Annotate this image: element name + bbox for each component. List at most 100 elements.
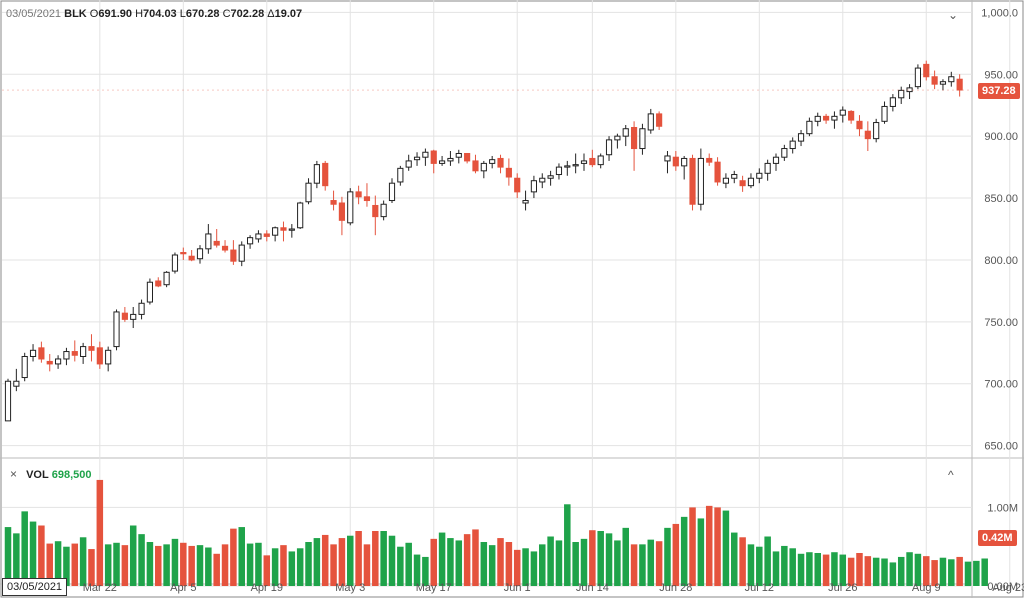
volume-bar [54, 541, 62, 586]
candle-body [580, 160, 588, 164]
candle-body [856, 120, 863, 130]
change-label: Δ [267, 8, 275, 20]
candle-body [889, 97, 896, 107]
volume-bar [639, 544, 646, 586]
volume-tick-label: 1.00M [987, 502, 1018, 514]
time-tick-label: Jul 12 [745, 582, 774, 594]
volume-bar [163, 544, 170, 586]
volume-bar [747, 544, 755, 586]
crosshair-date-badge: 03/05/2021 [2, 578, 68, 596]
collapse-volume-chevron-icon[interactable]: ^ [948, 468, 954, 482]
candle-body [288, 228, 295, 231]
volume-bar [238, 527, 245, 586]
candle-body [447, 157, 454, 162]
volume-bar [113, 542, 120, 586]
volume-bar [806, 552, 813, 586]
candle-body [13, 380, 20, 387]
candle-body [881, 105, 888, 122]
candle-body [213, 240, 220, 246]
volume-bar [96, 479, 104, 586]
time-tick-label: Apr 5 [170, 582, 196, 594]
candle-body [380, 203, 387, 218]
candle-body [814, 115, 821, 122]
volume-bar [121, 545, 129, 586]
candle-body [430, 150, 437, 164]
candle-body [564, 165, 571, 168]
candle-body [747, 177, 755, 187]
volume-bar [146, 542, 154, 586]
candle-body [514, 177, 521, 193]
volume-bar [564, 504, 571, 586]
time-tick-label: Aug 23 [992, 582, 1024, 594]
candle-body [405, 160, 412, 168]
volume-bar [38, 525, 45, 586]
volume-bar [438, 532, 446, 586]
volume-bar [463, 534, 471, 586]
candle-body [438, 160, 446, 164]
candle-body [572, 164, 579, 167]
price-tick-label: 850.00 [984, 193, 1018, 205]
time-tick-label: Aug 9 [912, 582, 941, 594]
candle-body [522, 200, 529, 204]
candle-body [422, 151, 429, 158]
volume-bar [647, 539, 655, 586]
volume-bar [948, 559, 955, 586]
candle-body [873, 122, 880, 140]
time-tick-label: May 17 [416, 582, 452, 594]
volume-tick-label: 0.00M [987, 581, 1018, 593]
candle-body [555, 166, 563, 176]
candle-body [188, 255, 195, 261]
volume-bar [797, 553, 805, 586]
candle-body [731, 174, 738, 179]
candle-body [80, 346, 87, 357]
candle-body [255, 233, 262, 240]
candles [4, 60, 963, 422]
volume-bar [271, 548, 279, 586]
candle-body [29, 349, 37, 357]
candle-body [230, 249, 237, 262]
candle-body [96, 347, 103, 365]
volume-bar [856, 553, 863, 586]
candle-body [689, 157, 696, 205]
candle-body [180, 252, 187, 255]
volume-header: × VOL 698,500 [10, 467, 92, 481]
volume-bar [914, 553, 922, 586]
time-tick-label: Apr 19 [251, 582, 283, 594]
volume-bar [847, 557, 855, 586]
header-date: 03/05/2021 [6, 8, 62, 20]
volume-label: VOL [26, 469, 49, 481]
candle-body [455, 152, 462, 158]
volume-bar [213, 553, 220, 586]
volume-bar [731, 532, 738, 586]
candle-body [355, 191, 362, 198]
candle-body [781, 148, 788, 158]
candle-body [46, 360, 53, 365]
volume-bar [597, 531, 604, 586]
candle-body [539, 177, 546, 183]
volume-bar [230, 528, 237, 586]
volume-bar [338, 538, 346, 586]
volume-bar [397, 546, 404, 586]
collapse-price-chevron-icon[interactable]: ⌄ [948, 8, 959, 22]
close-volume-icon[interactable]: × [10, 467, 18, 481]
candle-body [21, 355, 28, 379]
volume-bar [413, 554, 421, 586]
open-value: 691.90 [98, 8, 133, 20]
volume-bar [689, 507, 696, 586]
candle-body [313, 164, 320, 184]
volume-bar [655, 541, 663, 586]
candle-body [305, 182, 312, 203]
candle-body [639, 128, 646, 150]
volume-bars [4, 479, 988, 586]
time-tick-label: May 3 [335, 582, 365, 594]
candle-body [322, 162, 329, 187]
price-tick-label: 1,000.0 [981, 7, 1018, 19]
volume-bar [981, 558, 988, 586]
volume-bar [347, 535, 354, 586]
volume-bar [973, 560, 980, 586]
volume-bar [789, 548, 796, 586]
price-tick-label: 650.00 [984, 441, 1018, 453]
